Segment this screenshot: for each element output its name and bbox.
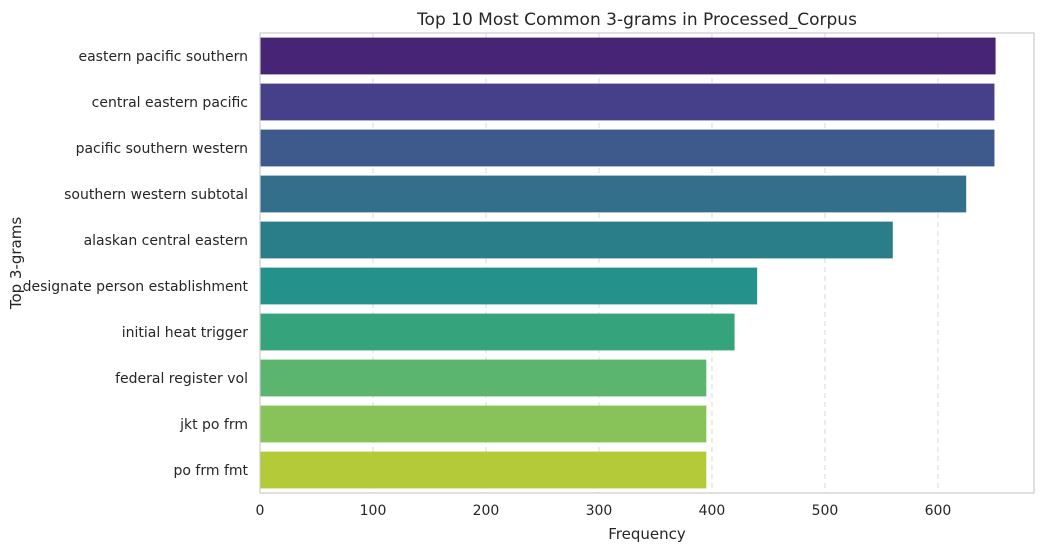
x-tick-label: 0 xyxy=(256,503,265,519)
bar xyxy=(260,267,758,305)
x-tick-label: 500 xyxy=(812,503,839,519)
x-tick-label: 300 xyxy=(586,503,613,519)
bar xyxy=(260,129,995,167)
bars xyxy=(260,37,996,489)
y-tick-label: southern western subtotal xyxy=(64,187,248,203)
y-tick-label: jkt po frm xyxy=(179,417,248,433)
y-tick-label: central eastern pacific xyxy=(92,95,248,111)
x-tick-label: 100 xyxy=(360,503,387,519)
x-axis-label: Frequency xyxy=(608,525,686,543)
bar xyxy=(260,313,735,351)
x-tick-label: 200 xyxy=(473,503,500,519)
bar xyxy=(260,221,893,259)
y-tick-label: alaskan central eastern xyxy=(84,233,248,249)
bar xyxy=(260,359,707,397)
y-tick-label: federal register vol xyxy=(115,371,248,387)
plot-frame xyxy=(259,32,1035,494)
x-tick-label: 400 xyxy=(699,503,726,519)
y-tick-label: pacific southern western xyxy=(76,141,248,157)
bar xyxy=(260,175,967,213)
y-axis-label: Top 3-grams xyxy=(7,217,25,311)
x-tick-labels: 0 100 200 300 400 500 600 xyxy=(256,503,952,519)
bar xyxy=(260,83,995,121)
bar xyxy=(260,451,707,489)
y-tick-label: eastern pacific southern xyxy=(78,49,248,65)
x-tick-label: 600 xyxy=(925,503,952,519)
chart-title: Top 10 Most Common 3-grams in Processed_… xyxy=(416,10,857,30)
y-tick-labels: eastern pacific southern central eastern … xyxy=(23,49,249,479)
bar xyxy=(260,37,996,75)
y-tick-label: designate person establishment xyxy=(23,279,249,295)
y-tick-label: po frm fmt xyxy=(174,463,249,479)
bar xyxy=(260,405,707,443)
y-tick-label: initial heat trigger xyxy=(122,325,248,341)
